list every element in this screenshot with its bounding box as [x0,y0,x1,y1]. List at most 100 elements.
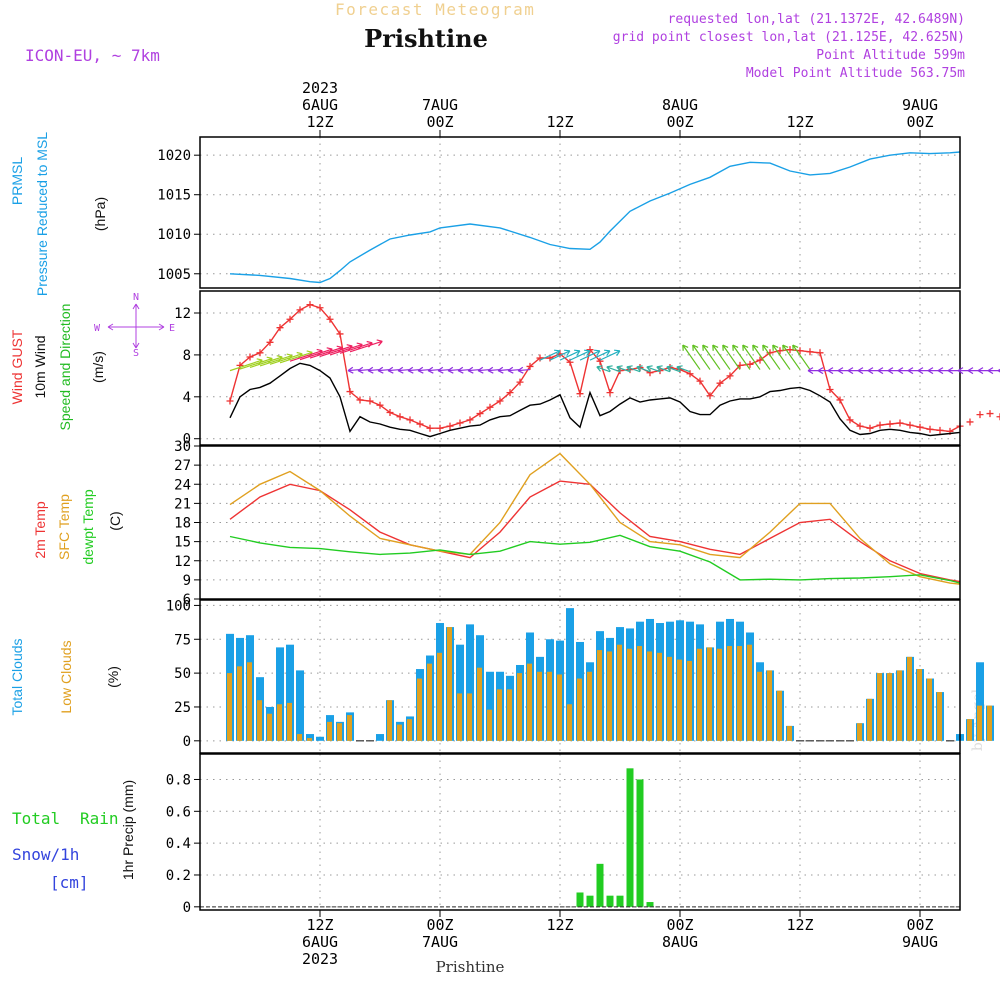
low-cloud-bar [447,627,452,741]
low-cloud-bar [397,724,402,741]
low-cloud-bar [867,698,872,741]
time-label-bottom: 00Z [906,916,933,934]
precip-ytick-label: 0.6 [166,804,191,820]
dewpt-temp-line [229,534,960,584]
wind-arrow [997,368,1000,373]
time-label-bottom: 12Z [546,916,573,934]
faint-title: Forecast Meteogram [335,0,535,19]
wind-frame [199,290,961,446]
wind-arrow [732,344,751,370]
clouds-ytick-label: 75 [174,632,191,648]
low-cloud-bar [257,700,262,741]
wind-arrow [347,366,361,374]
gust-point [756,356,764,364]
snow-unit: [cm] [50,873,89,892]
low-cloud-bar [477,667,482,741]
wind-arrow [387,366,401,374]
compass-north: N [133,292,139,303]
low-cloud-bar [967,719,972,741]
temp-unit: (C) [107,511,123,530]
gust-point [496,397,504,405]
low-cloud-bar [517,673,522,741]
wind-arrow [397,366,411,374]
total-cloud-bar [566,608,574,741]
temp-ytick-label: 30 [174,439,191,455]
low-cloud-bar [667,656,672,741]
low-cloud-bar [727,646,732,741]
model-altitude: Model Point Altitude 563.75m [746,66,965,81]
low-cloud-bar [487,709,492,741]
gust-point [906,421,914,429]
precip-ytick-label: 0.2 [166,868,191,884]
compass-west: W [94,323,101,334]
gust-point [306,301,314,309]
gust-point [246,353,254,361]
precip-panel: 0 0.2 0.4 0.6 0.8 [166,753,961,916]
gust-point [786,346,794,354]
pressure-ytick-label: 1010 [157,227,191,243]
compass-icon: N S W E [94,292,175,359]
wind-arrow [569,349,591,361]
low-cloud-bar [857,723,862,741]
time-axis: 20236AUG12Z12Z6AUG20237AUG00Z00Z7AUG12Z1… [302,79,938,968]
wind-arrow [666,365,681,373]
wind-arrow [467,366,481,374]
low-cloud-bar [607,651,612,741]
wind-arrow [349,339,383,353]
total-cloud-bar [296,670,304,741]
gust-point [746,360,754,368]
wind-arrow [517,366,531,374]
total-cloud-bar [456,644,464,741]
low-cloud-bar [707,647,712,741]
gust-point [846,416,854,424]
total-cloud-bar [276,647,284,741]
clouds-frame [199,599,961,754]
gust-point [806,348,814,356]
low-cloud-bar [657,652,662,741]
wind-ytick-label: 4 [183,390,191,406]
low-cloud-bar [637,646,642,741]
gust-point [586,346,594,354]
gust-point [916,423,924,431]
low-cloud-bar [407,719,412,741]
low-cloud-bar [917,669,922,741]
total-label: Total [12,809,60,828]
time-label-bottom: 6AUG [302,933,338,951]
precip-axis-label: 1hr Precip (mm) [120,780,136,880]
low-cloud-bar [757,671,762,741]
wind-unit: (m/s) [90,351,106,383]
wind-arrow [692,344,711,370]
rain-bar [586,895,594,907]
temp-dewpt-label: dewpt Temp [80,489,96,564]
wind-arrow [539,349,561,361]
gust-point [866,424,874,432]
gust-point [436,424,444,432]
low-cloud-bar [907,656,912,741]
low-cloud-bar [327,721,332,741]
total-cloud-bar [376,734,384,741]
wind-arrow [457,366,471,374]
wind-arrow [549,349,571,361]
gust-point [596,357,604,365]
wind-speed-dir-label: Speed and Direction [57,304,73,431]
gust-point [706,392,714,400]
low-cloud-bar [417,678,422,741]
time-label-top: 00Z [906,113,933,131]
pressure-frame [199,136,961,289]
wind-10m-label: 10m Wind [32,335,48,398]
gust-point [346,388,354,396]
low-cloud-bar [297,734,302,741]
wind-arrow [636,365,651,373]
gust-point [356,396,364,404]
pressure-ytick-label: 1005 [157,267,191,283]
total-cloud-bar [466,624,474,741]
wind-arrow [377,366,391,374]
wind-arrow [507,366,521,374]
gust-point [576,390,584,398]
gust-point [296,306,304,314]
low-cloud-bar [717,648,722,741]
time-label-top: 8AUG [662,96,698,114]
time-label-bottom: 12Z [306,916,333,934]
gust-point [326,315,334,323]
low-cloud-bar [267,713,272,741]
